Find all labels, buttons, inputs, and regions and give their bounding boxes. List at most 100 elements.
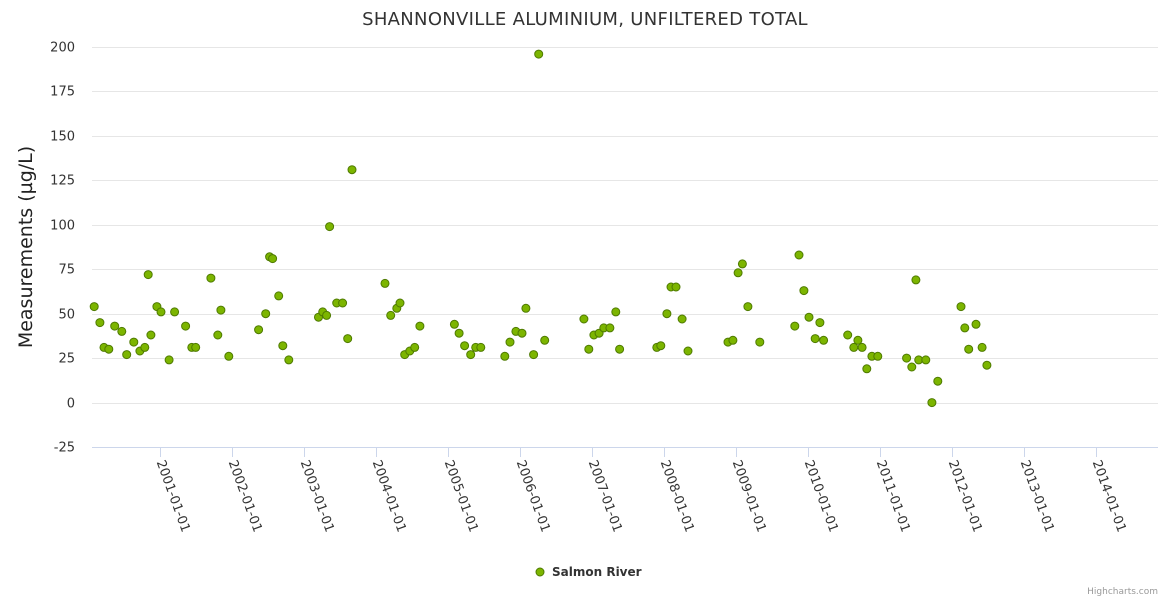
legend-marker-icon [535, 567, 545, 577]
y-tick-label: 125 [50, 174, 75, 189]
data-point[interactable] [799, 286, 809, 296]
data-point[interactable] [191, 342, 201, 352]
data-point[interactable] [960, 323, 970, 333]
data-point[interactable] [274, 291, 284, 301]
data-point[interactable] [216, 305, 226, 315]
legend[interactable]: Salmon River [535, 565, 642, 579]
data-point[interactable] [95, 318, 105, 328]
data-point[interactable] [853, 335, 863, 345]
data-point[interactable] [164, 355, 174, 365]
data-point[interactable] [386, 310, 396, 320]
data-point[interactable] [907, 362, 917, 372]
data-point[interactable] [278, 341, 288, 351]
data-point[interactable] [857, 342, 867, 352]
data-point[interactable] [224, 351, 234, 361]
data-point[interactable] [500, 351, 510, 361]
data-point[interactable] [656, 341, 666, 351]
data-point[interactable] [521, 303, 531, 313]
credits-link[interactable]: Highcharts.com [1087, 587, 1158, 597]
data-point[interactable] [534, 49, 544, 59]
y-tick-label: 200 [50, 41, 75, 56]
data-point[interactable] [971, 319, 981, 329]
data-point[interactable] [584, 344, 594, 354]
data-point[interactable] [671, 282, 681, 292]
data-point[interactable] [790, 321, 800, 331]
data-point[interactable] [662, 309, 672, 319]
data-point[interactable] [170, 307, 180, 317]
data-point[interactable] [933, 376, 943, 386]
data-point[interactable] [261, 309, 271, 319]
x-tick-label: 2006-01-01 [513, 458, 553, 534]
data-point[interactable] [395, 298, 405, 308]
data-point[interactable] [819, 335, 829, 345]
y-tick-label: 50 [58, 308, 75, 323]
data-point[interactable] [737, 259, 747, 269]
data-point[interactable] [540, 335, 550, 345]
data-point[interactable] [89, 302, 99, 312]
data-point[interactable] [449, 319, 459, 329]
x-tick-label: 2007-01-01 [585, 458, 625, 534]
data-point[interactable] [804, 312, 814, 322]
x-tick-label: 2012-01-01 [945, 458, 985, 534]
data-point[interactable] [325, 222, 335, 232]
x-tick-label: 2014-01-01 [1089, 458, 1129, 534]
data-point[interactable] [213, 330, 223, 340]
data-point[interactable] [146, 330, 156, 340]
data-point[interactable] [755, 337, 765, 347]
data-point[interactable] [104, 344, 114, 354]
data-point[interactable] [956, 302, 966, 312]
data-point[interactable] [156, 307, 166, 317]
data-point[interactable] [129, 337, 139, 347]
data-point[interactable] [605, 323, 615, 333]
data-point[interactable] [122, 350, 132, 360]
data-point[interactable] [683, 346, 693, 356]
data-point[interactable] [982, 360, 992, 370]
data-point[interactable] [140, 342, 150, 352]
data-point[interactable] [143, 270, 153, 280]
data-point[interactable] [743, 302, 753, 312]
data-point[interactable] [733, 268, 743, 278]
data-point[interactable] [873, 351, 883, 361]
data-point[interactable] [117, 326, 127, 336]
data-point[interactable] [964, 344, 974, 354]
data-point[interactable] [615, 344, 625, 354]
data-point[interactable] [322, 310, 332, 320]
data-point[interactable] [380, 278, 390, 288]
y-tick-label: 75 [58, 263, 75, 278]
data-point[interactable] [810, 334, 820, 344]
data-point[interactable] [410, 342, 420, 352]
data-point[interactable] [862, 364, 872, 374]
data-point[interactable] [181, 321, 191, 331]
data-point[interactable] [415, 321, 425, 331]
data-point[interactable] [579, 314, 589, 324]
data-point[interactable] [110, 321, 120, 331]
data-point[interactable] [843, 330, 853, 340]
data-point[interactable] [921, 355, 931, 365]
data-point[interactable] [529, 350, 539, 360]
data-point[interactable] [902, 353, 912, 363]
data-point[interactable] [347, 165, 357, 175]
data-point[interactable] [911, 275, 921, 285]
data-point[interactable] [611, 307, 621, 317]
data-point[interactable] [254, 325, 264, 335]
data-point[interactable] [338, 298, 348, 308]
data-point[interactable] [728, 335, 738, 345]
x-axis: 2001-01-01 2002-01-01 2003-01-01 2004-01-01… [92, 447, 1158, 534]
data-point[interactable] [794, 250, 804, 260]
data-point[interactable] [343, 334, 353, 344]
data-point[interactable] [476, 342, 486, 352]
data-point[interactable] [927, 398, 937, 408]
legend-label[interactable]: Salmon River [552, 565, 642, 579]
data-point[interactable] [505, 337, 515, 347]
data-point[interactable] [517, 328, 527, 338]
data-point[interactable] [460, 341, 470, 351]
data-point[interactable] [454, 328, 464, 338]
data-point[interactable] [677, 314, 687, 324]
data-point[interactable] [284, 355, 294, 365]
data-point[interactable] [268, 254, 278, 264]
data-point[interactable] [466, 350, 476, 360]
data-point[interactable] [206, 273, 216, 283]
data-point[interactable] [815, 318, 825, 328]
data-point[interactable] [977, 342, 987, 352]
